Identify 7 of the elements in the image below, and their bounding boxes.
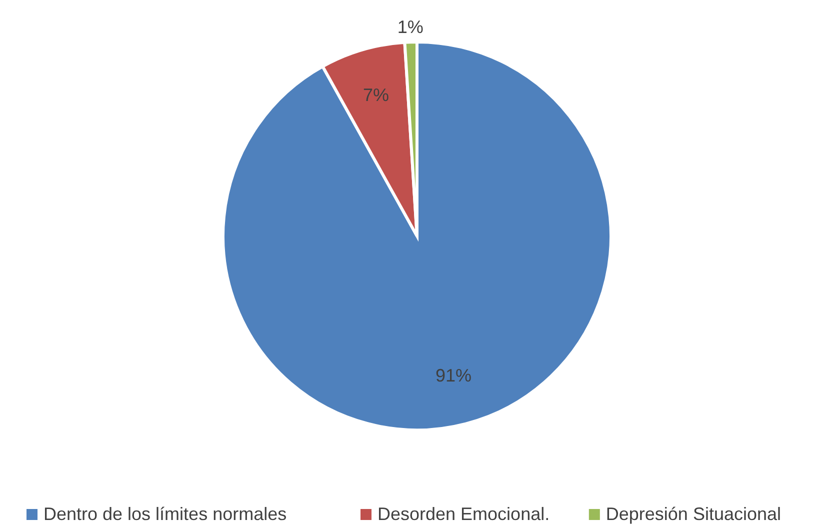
data-label: 1% [397, 16, 424, 37]
data-label: 91% [436, 366, 472, 386]
pie-slice [222, 40, 612, 432]
legend-label: Dentro de los límites normales [44, 504, 287, 524]
legend-label: Depresión Situacional [606, 504, 782, 524]
data-label: 7% [363, 85, 390, 106]
legend-label: Desorden Emocional. [378, 504, 550, 524]
